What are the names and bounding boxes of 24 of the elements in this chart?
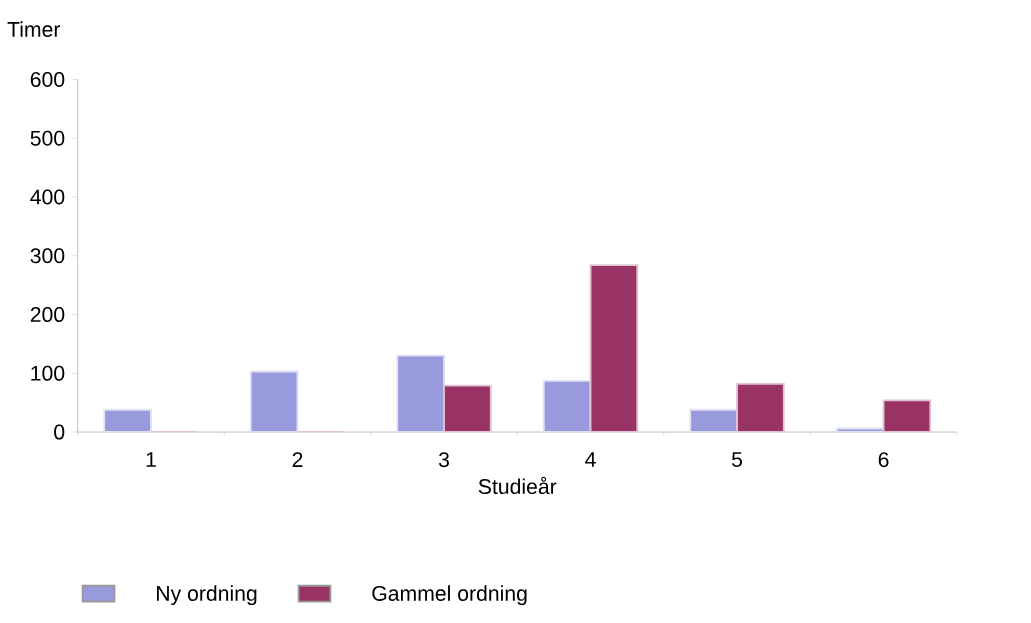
legend-label: Gammel ordning xyxy=(372,585,527,606)
x-axis-title: Studieår xyxy=(478,476,557,495)
y-tick-label: 0 xyxy=(54,424,65,440)
bar xyxy=(396,354,445,433)
x-tick-label: 1 xyxy=(146,452,156,467)
x-tick-label: 6 xyxy=(878,452,889,468)
y-axis-title: Timer xyxy=(7,21,61,38)
x-tick-label: 4 xyxy=(585,452,596,467)
x-tick-label: 2 xyxy=(292,452,303,468)
legend-label: Ny ordning xyxy=(157,585,257,606)
y-tick-label: 600 xyxy=(30,72,65,88)
y-tick-label: 300 xyxy=(30,248,65,264)
y-tick-label: 500 xyxy=(30,130,65,146)
y-tick-label: 100 xyxy=(31,365,65,381)
x-tick-label: 5 xyxy=(732,452,743,468)
y-tick-label: 200 xyxy=(30,307,65,323)
bar xyxy=(882,399,932,433)
bar xyxy=(542,380,592,433)
bar xyxy=(589,264,639,433)
x-tick-label: 3 xyxy=(438,452,449,468)
y-tick-label: 400 xyxy=(30,189,65,205)
bar xyxy=(443,384,492,433)
bar xyxy=(736,383,785,433)
bar xyxy=(249,370,299,433)
